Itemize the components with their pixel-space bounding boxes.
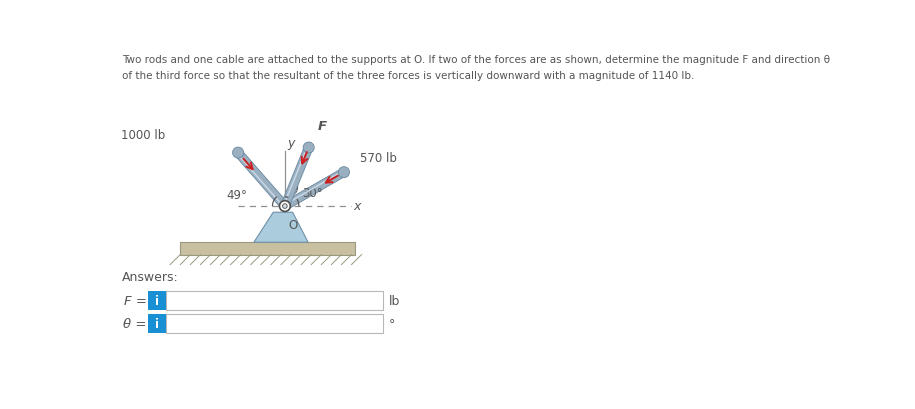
Text: x: x <box>353 199 361 212</box>
Circle shape <box>232 148 243 159</box>
Text: °: ° <box>389 317 395 330</box>
Text: y: y <box>287 137 295 150</box>
FancyBboxPatch shape <box>148 292 166 310</box>
Polygon shape <box>283 147 308 206</box>
Text: θ =: θ = <box>124 317 147 330</box>
Text: lb: lb <box>389 294 400 308</box>
Circle shape <box>303 143 314 154</box>
Text: Two rods and one cable are attached to the supports at O. If two of the forces a: Two rods and one cable are attached to t… <box>122 55 830 65</box>
Text: F =: F = <box>124 294 147 308</box>
Polygon shape <box>236 154 285 208</box>
Polygon shape <box>235 151 288 209</box>
Text: O: O <box>289 218 298 231</box>
Text: 30°: 30° <box>302 187 323 200</box>
Circle shape <box>283 204 287 209</box>
Polygon shape <box>180 243 355 255</box>
Text: 1000 lb: 1000 lb <box>121 128 165 142</box>
Polygon shape <box>253 213 308 243</box>
FancyBboxPatch shape <box>166 315 382 334</box>
Text: 49°: 49° <box>227 188 248 201</box>
Text: F: F <box>318 119 327 132</box>
Circle shape <box>339 167 350 178</box>
FancyBboxPatch shape <box>148 315 166 334</box>
Circle shape <box>279 201 290 212</box>
Polygon shape <box>284 171 344 206</box>
Polygon shape <box>283 169 346 210</box>
FancyBboxPatch shape <box>166 292 382 310</box>
Text: 570 lb: 570 lb <box>360 151 396 164</box>
Polygon shape <box>281 146 313 208</box>
Text: Answers:: Answers: <box>122 270 178 283</box>
Text: θ: θ <box>291 183 298 196</box>
Text: i: i <box>155 294 159 308</box>
Text: of the third force so that the resultant of the three forces is vertically downw: of the third force so that the resultant… <box>122 71 694 81</box>
Text: i: i <box>155 317 159 330</box>
